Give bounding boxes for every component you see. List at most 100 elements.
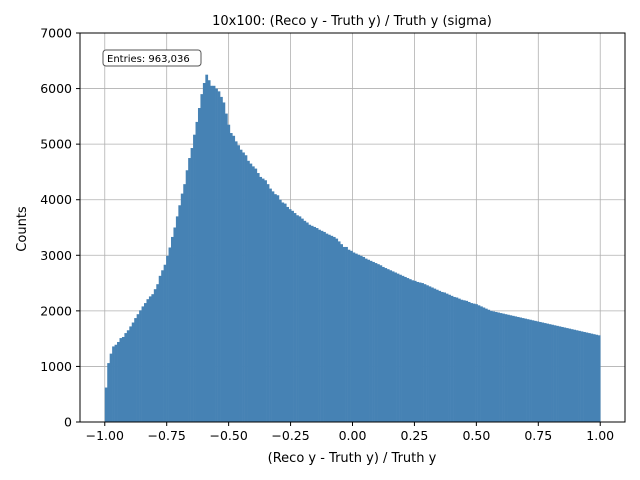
histogram-bar	[215, 88, 218, 423]
histogram-bar	[558, 326, 562, 422]
histogram-bar	[151, 294, 155, 422]
histogram-bar	[161, 270, 164, 422]
histogram-bar	[340, 244, 343, 422]
histogram-bar	[497, 312, 500, 422]
histogram-bar	[467, 301, 471, 422]
histogram-bar	[352, 252, 356, 422]
histogram-bar	[139, 310, 142, 422]
histogram-bar	[470, 303, 473, 422]
histogram-bar	[242, 152, 245, 422]
x-axis-ticks: −1.00 −0.75 −0.50 −0.25 0.00 0.25 0.50 0.75 1.00	[86, 422, 614, 443]
histogram-bar	[168, 247, 172, 422]
histogram-bar	[484, 308, 488, 422]
histogram-bar	[404, 276, 407, 422]
histogram-bar	[134, 318, 137, 422]
histogram-bar	[288, 209, 292, 422]
histogram-bar	[251, 166, 255, 422]
histogram-bar	[175, 216, 179, 422]
histogram-bar	[556, 325, 559, 422]
histogram-bar	[413, 280, 417, 422]
histogram-bar	[465, 300, 469, 422]
histogram-bar	[107, 363, 110, 422]
histogram-bar	[318, 229, 321, 422]
histogram-bar	[249, 163, 253, 423]
histogram-bars	[104, 74, 601, 423]
histogram-bar	[583, 331, 586, 422]
histogram-bar	[578, 330, 581, 422]
y-tick-label: 3000	[40, 248, 72, 263]
histogram-bar	[146, 299, 150, 422]
histogram-bar	[320, 230, 324, 422]
histogram-bar	[232, 135, 236, 423]
histogram-bar	[560, 326, 564, 422]
histogram-bar	[438, 290, 442, 422]
histogram-bar	[408, 279, 412, 422]
histogram-bar	[519, 317, 523, 422]
histogram-bar	[227, 124, 231, 422]
histogram-bar	[536, 321, 540, 422]
histogram-bar	[480, 306, 483, 422]
x-tick-label: 0.50	[462, 428, 490, 443]
histogram-bar	[499, 313, 503, 422]
histogram-bar	[529, 319, 532, 422]
histogram-bar	[565, 328, 569, 422]
histogram-bar	[264, 180, 267, 422]
x-tick-label: −0.75	[148, 428, 186, 443]
y-tick-label: 7000	[40, 26, 72, 41]
histogram-bar	[197, 108, 201, 423]
x-tick-label: 0.00	[339, 428, 367, 443]
histogram-bar	[337, 241, 341, 422]
histogram-bar	[379, 265, 383, 422]
histogram-bar	[229, 133, 233, 422]
histogram-bar	[144, 303, 147, 422]
histogram-bar	[359, 255, 363, 422]
histogram-bar	[178, 205, 182, 422]
histogram-bar	[315, 228, 319, 422]
histogram-bar	[296, 215, 299, 422]
y-tick-label: 2000	[40, 303, 72, 318]
histogram-bar	[590, 333, 594, 422]
histogram-bar	[399, 274, 402, 422]
histogram-bar	[354, 253, 358, 422]
histogram-bar	[570, 329, 574, 422]
histogram-bar	[372, 261, 375, 422]
histogram-bar	[411, 280, 415, 422]
histogram-bar	[389, 270, 393, 422]
y-tick-label: 6000	[40, 81, 72, 96]
histogram-bar	[526, 319, 530, 422]
histogram-bar	[482, 307, 486, 422]
histogram-bar	[131, 322, 135, 422]
histogram-bar	[205, 74, 209, 422]
histogram-bar	[592, 334, 596, 422]
histogram-bar	[308, 224, 312, 422]
histogram-bar	[254, 168, 258, 422]
histogram-bar	[364, 258, 368, 422]
x-tick-label: 0.75	[524, 428, 552, 443]
histogram-bar	[109, 353, 113, 422]
histogram-bar	[460, 299, 464, 422]
histogram-bar	[183, 184, 187, 422]
histogram-bar	[391, 271, 395, 422]
histogram-bar	[448, 294, 451, 422]
histogram-bar	[239, 149, 243, 422]
histogram-bar	[129, 326, 133, 422]
histogram-bar	[237, 145, 240, 423]
histogram-bar	[185, 170, 189, 422]
histogram-bar	[418, 282, 422, 422]
histogram-bar	[281, 202, 285, 422]
y-axis-label: Counts	[15, 206, 30, 252]
histogram-bar	[453, 296, 456, 422]
histogram-bar	[148, 296, 152, 422]
histogram-bar	[173, 227, 177, 422]
histogram-bar	[457, 298, 461, 422]
entries-annotation: Entries: 963,036	[102, 49, 202, 67]
histogram-bar	[291, 210, 294, 422]
histogram-bar	[347, 249, 351, 422]
histogram-bar	[426, 285, 429, 422]
histogram-bar	[276, 195, 280, 422]
histogram-bar	[369, 260, 373, 422]
histogram-bar	[256, 173, 260, 422]
histogram-bar	[114, 344, 118, 422]
histogram-bar	[325, 233, 329, 422]
